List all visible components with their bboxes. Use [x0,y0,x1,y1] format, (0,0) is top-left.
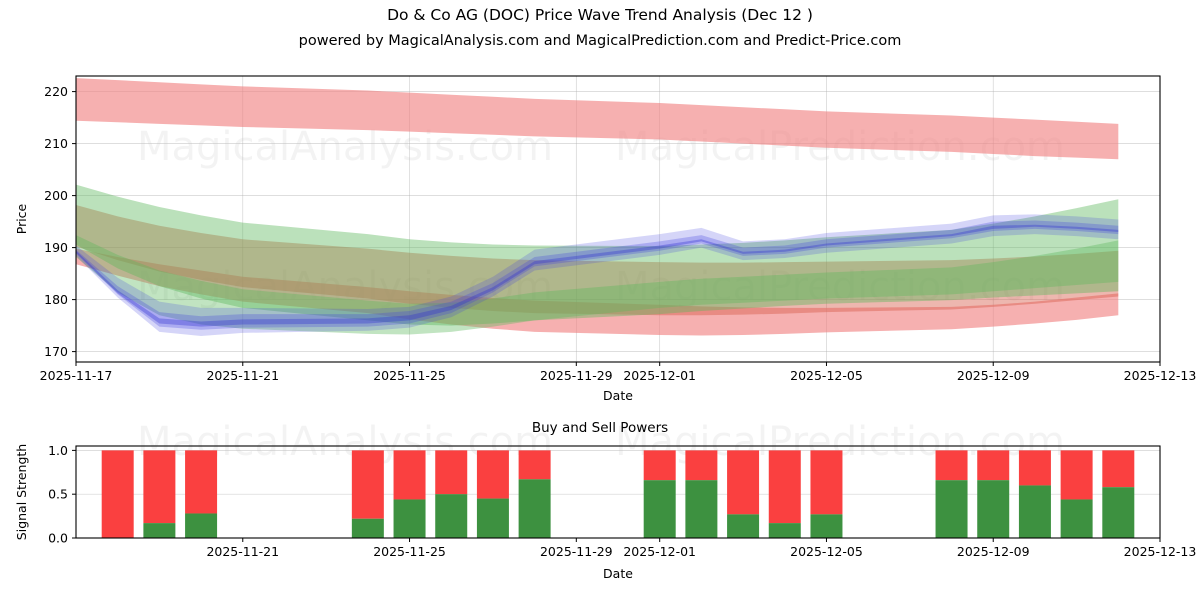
bar-sell-segment [810,450,843,515]
bar-sell-segment [393,450,426,500]
bar-buy-segment [351,518,384,538]
bar-sell-segment [935,450,968,481]
price-ytick: 180 [44,292,68,307]
price-bands [76,78,1119,336]
price-axes-frame [75,75,1161,363]
band-green-band-inner [76,235,1119,335]
bar-sell-segment [727,450,760,515]
bar-ytick: 0.5 [48,487,68,502]
bar-xtick: 2025-12-05 [790,544,863,559]
price-ytick: 200 [44,188,68,203]
band-green-band-outer [76,184,1119,326]
bar-buy-segment [185,513,218,538]
band-mid-band-red-brown [76,204,1119,316]
price-xtick: 2025-12-01 [623,368,696,383]
bar-sell-segment [643,450,676,481]
bar-buy-segment [810,514,843,538]
band-blue-wave-band-2 [76,220,1119,330]
bar-buy-segment [435,494,468,538]
price-ytick: 190 [44,240,68,255]
buy-sell-plot: 0.0 0.5 1.0 2025-11-21 2025-11-25 2025-11-29… [14,443,1196,581]
bar-xtick: 2025-11-29 [540,544,613,559]
bar-buy-segment [977,480,1010,538]
bar-buy-segment [476,498,509,538]
bar-buy-segment [1060,499,1093,538]
bar-sell-segment [685,450,718,481]
bar-sell-segment [435,450,468,495]
price-xaxis-title: Date [603,388,633,403]
band-support-zone-red-lower [76,248,1119,336]
buy-sell-title: Buy and Sell Powers [532,420,668,436]
bar-axes-frame [75,445,1161,539]
bar-sell-segment [351,450,384,519]
bar-sell-segment [1060,450,1093,500]
bar-buy-segment [1018,485,1051,538]
price-xtick-labels: 2025-11-17 2025-11-21 2025-11-25 2025-11-29… [40,362,1197,383]
bar-sell-segment [768,450,801,524]
watermark-right-main-2: MagicalPrediction.com [615,264,1065,310]
bar-ytick: 1.0 [48,443,68,458]
page-subtitle: powered by MagicalAnalysis.com and Magic… [299,33,902,49]
bar-yaxis-title: Signal Strength [14,444,29,540]
price-xtick: 2025-12-13 [1124,368,1197,383]
bar-ytick: 0.0 [48,531,68,546]
bar-xtick: 2025-12-09 [957,544,1030,559]
bar-sell-segment [101,450,134,538]
price-xtick: 2025-11-25 [373,368,446,383]
bar-xtick: 2025-11-21 [206,544,279,559]
price-xtick: 2025-12-05 [790,368,863,383]
price-ytick: 170 [44,344,68,359]
band-resistance-zone-red-upper [76,78,1119,160]
bar-series-group [101,450,1135,538]
bar-xtick-labels: 2025-11-21 2025-11-25 2025-11-29 2025-12-01… [206,538,1196,559]
bar-buy-segment [768,523,801,538]
bar-sell-segment [1018,450,1051,486]
bar-sell-segment [1102,450,1135,488]
bar-buy-segment [143,523,176,538]
bar-buy-segment [643,480,676,538]
bar-sell-segment [518,450,551,480]
bar-xtick: 2025-11-25 [373,544,446,559]
bar-buy-segment [518,479,551,538]
bar-xtick: 2025-12-01 [623,544,696,559]
bar-ytick-labels: 0.0 0.5 1.0 [48,443,76,546]
bar-sell-segment [977,450,1010,481]
price-xtick: 2025-11-17 [40,368,113,383]
price-ytick: 210 [44,136,68,151]
bar-buy-segment [393,499,426,538]
bar-buy-segment [727,514,760,538]
bar-sell-segment [476,450,509,499]
bar-sell-segment [185,450,218,514]
bar-buy-segment [685,480,718,538]
price-ytick: 220 [44,84,68,99]
bar-xtick: 2025-12-13 [1124,544,1197,559]
price-ytick-labels: 170 180 190 200 210 220 [44,84,76,359]
price-yaxis-title: Price [14,203,29,234]
bar-buy-segment [1102,487,1135,538]
bar-buy-segment [935,480,968,538]
price-xtick: 2025-11-29 [540,368,613,383]
page-title: Do & Co AG (DOC) Price Wave Trend Analys… [387,6,813,24]
price-xtick: 2025-12-09 [957,368,1030,383]
price-xtick: 2025-11-21 [206,368,279,383]
bar-sell-segment [143,450,176,524]
band-blue-wave-band-1 [76,214,1119,336]
bar-xaxis-title: Date [603,566,633,581]
